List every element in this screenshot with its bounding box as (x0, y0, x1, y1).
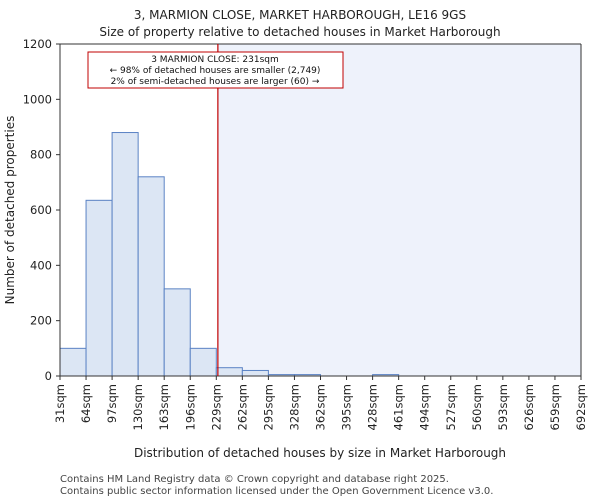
x-tick-label: 395sqm (340, 384, 354, 430)
x-tick-label: 328sqm (287, 384, 301, 430)
annotation-line-3: 2% of semi-detached houses are larger (6… (111, 77, 320, 87)
y-tick-label: 1200 (23, 37, 52, 51)
x-axis-label: Distribution of detached houses by size … (134, 446, 506, 460)
bars-group (59, 132, 400, 377)
x-tick-label: 163sqm (157, 384, 171, 430)
x-tick-label: 659sqm (548, 384, 562, 430)
x-tick-label: 31sqm (53, 384, 67, 423)
x-tick-label: 461sqm (392, 384, 406, 430)
y-tick-label: 400 (30, 258, 52, 272)
bar-64sqm (85, 199, 113, 377)
x-tick-label: 362sqm (314, 384, 328, 430)
footer-line-1: Contains HM Land Registry data © Crown c… (60, 474, 449, 485)
chart-subtitle: Size of property relative to detached ho… (99, 25, 500, 39)
footer-line-2: Contains public sector information licen… (60, 486, 493, 497)
x-tick-label: 692sqm (574, 384, 588, 430)
y-ticks-group: 0 200 400 600 800 1000 1200 (23, 37, 60, 383)
y-axis-label: Number of detached properties (3, 116, 17, 305)
x-tick-label: 295sqm (261, 384, 275, 430)
x-tick-label: 97sqm (105, 384, 119, 423)
x-tick-label: 130sqm (131, 384, 145, 430)
annotation-line-1: 3 MARMION CLOSE: 231sqm (151, 55, 279, 65)
x-tick-label: 560sqm (470, 384, 484, 430)
bar-262sqm (241, 369, 269, 377)
y-tick-label: 800 (30, 148, 52, 162)
x-tick-label: 262sqm (235, 384, 249, 430)
x-tick-label: 64sqm (79, 384, 93, 423)
shaded-region (217, 44, 581, 376)
x-tick-label: 593sqm (496, 384, 510, 430)
x-ticks-group: 31sqm 64sqm 97sqm 130sqm 163sqm 196sqm 229sqm 2… (53, 376, 588, 430)
bar-130sqm (137, 176, 165, 377)
bar-97sqm (111, 132, 139, 377)
x-tick-label: 626sqm (522, 384, 536, 430)
x-tick-label: 527sqm (444, 384, 458, 430)
bar-31sqm (59, 347, 87, 377)
y-tick-label: 600 (30, 203, 52, 217)
annotation-box: 3 MARMION CLOSE: 231sqm ← 98% of detache… (87, 51, 344, 89)
x-tick-label: 428sqm (366, 384, 380, 430)
x-tick-label: 196sqm (183, 384, 197, 430)
x-tick-label: 229sqm (209, 384, 223, 430)
annotation-line-2: ← 98% of detached houses are smaller (2,… (110, 66, 321, 76)
y-tick-label: 1000 (23, 92, 52, 106)
x-tick-label: 494sqm (418, 384, 432, 430)
annotation-frame (87, 51, 344, 89)
chart-title: 3, MARMION CLOSE, MARKET HARBOROUGH, LE1… (134, 8, 466, 22)
bar-163sqm (163, 288, 191, 377)
bar-196sqm (189, 347, 217, 377)
bar-229sqm (215, 367, 243, 377)
y-tick-label: 200 (30, 314, 52, 328)
y-tick-label: 0 (45, 369, 52, 383)
